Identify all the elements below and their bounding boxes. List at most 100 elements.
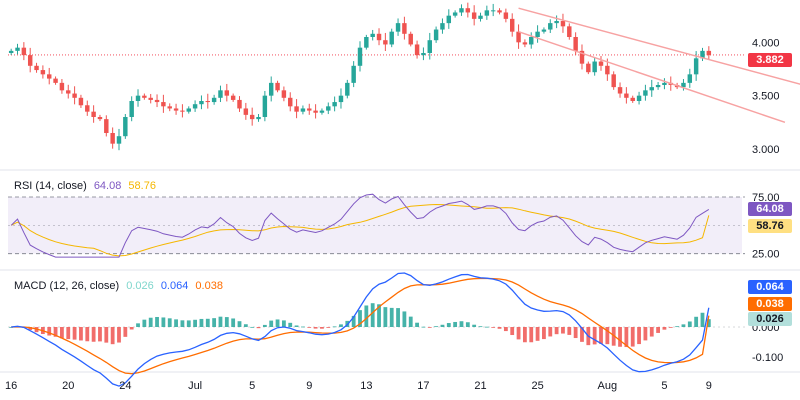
candle-body xyxy=(503,12,509,19)
time-tick-label: Aug xyxy=(598,380,618,392)
price-tick-label: 3.500 xyxy=(752,91,780,103)
candle-body xyxy=(573,37,578,51)
candle-body xyxy=(687,74,693,83)
time-tick-label: 13 xyxy=(360,380,372,392)
candle-body xyxy=(332,102,337,107)
candle-body xyxy=(110,133,115,144)
candle-body xyxy=(370,33,375,37)
candle-body xyxy=(237,99,242,109)
time-tick-label: 20 xyxy=(62,380,74,392)
time-tick-label: Jul xyxy=(188,380,202,392)
macd-histogram-bar xyxy=(256,327,261,329)
candle-body xyxy=(427,40,432,53)
candle-body xyxy=(116,136,122,144)
rsi-ma-line xyxy=(10,203,710,257)
macd-histogram-bar xyxy=(212,318,217,327)
macd-histogram-bar xyxy=(630,327,635,347)
macd-legend[interactable]: MACD (12, 26, close) 0.026 0.064 0.038 xyxy=(14,280,227,292)
rsi-level-label: 25.00 xyxy=(752,249,780,261)
macd-histogram-bar xyxy=(446,323,451,327)
candle-body xyxy=(180,110,185,112)
macd-histogram-bar xyxy=(465,322,470,327)
macd-histogram-bar xyxy=(548,327,553,337)
candle-body xyxy=(91,111,96,117)
candle-body xyxy=(224,90,230,96)
macd-value: 0.064 xyxy=(160,280,189,292)
candle-body xyxy=(662,82,667,85)
time-tick-label: 9 xyxy=(306,380,312,392)
macd-histogram-bar xyxy=(288,322,293,327)
macd-histogram-bar xyxy=(383,307,388,327)
macd-histogram-bar xyxy=(529,327,534,343)
macd-histogram-bar xyxy=(281,320,286,327)
candle-body xyxy=(624,93,629,98)
macd-histogram-bar xyxy=(637,327,641,345)
macd-histogram-bar xyxy=(339,324,343,327)
macd-histogram-bar xyxy=(649,327,654,337)
macd-hist-value: 0.026 xyxy=(126,280,154,292)
candle-body xyxy=(681,82,686,88)
macd-badge: 0.064 xyxy=(748,280,792,294)
candle-body xyxy=(522,42,528,45)
candle-body xyxy=(414,44,420,56)
candle-body xyxy=(47,74,52,79)
macd-histogram-bar xyxy=(503,327,508,332)
time-tick-label: 21 xyxy=(474,380,486,392)
candle-body xyxy=(123,117,128,137)
macd-histogram-bar xyxy=(167,318,172,327)
macd-histogram-bar xyxy=(561,327,565,334)
macd-histogram-bar xyxy=(332,326,337,328)
macd-histogram-bar xyxy=(535,327,540,341)
macd-tick-label: -0.100 xyxy=(752,352,783,364)
macd-histogram-bar xyxy=(611,327,616,346)
macd-histogram-bar xyxy=(472,324,477,327)
candle-body xyxy=(268,82,274,96)
candle-body xyxy=(649,87,654,91)
macd-histogram-bar xyxy=(66,327,71,340)
candle-body xyxy=(376,33,382,41)
macd-histogram-bar xyxy=(592,327,597,345)
macd-histogram-bar xyxy=(294,325,299,327)
rsi-legend[interactable]: RSI (14, close) 64.08 58.76 xyxy=(14,180,160,192)
macd-histogram-bar xyxy=(161,317,166,327)
macd-histogram-bar xyxy=(60,327,64,339)
candle-body xyxy=(605,65,610,75)
candle-body xyxy=(611,74,616,88)
candle-body xyxy=(186,108,191,112)
macd-histogram-bar xyxy=(643,327,648,341)
macd-histogram-bar xyxy=(599,327,603,344)
candle-body xyxy=(497,10,502,13)
macd-histogram-bar xyxy=(554,327,559,335)
macd-histogram-bar xyxy=(205,318,210,327)
candle-body xyxy=(630,97,635,101)
macd-histogram-bar xyxy=(117,327,121,343)
macd-histogram-bar xyxy=(129,327,134,330)
macd-histogram-bar xyxy=(440,324,445,327)
candle-body xyxy=(516,31,521,43)
candle-body xyxy=(554,21,559,24)
candle-body xyxy=(402,23,407,34)
candle-body xyxy=(395,23,401,32)
candle-body xyxy=(66,90,71,94)
macd-histogram-bar xyxy=(98,327,102,342)
macd-histogram-bar xyxy=(402,311,407,327)
channel-trendline xyxy=(518,7,800,85)
macd-histogram-bar xyxy=(351,315,356,327)
macd-histogram-bar xyxy=(262,324,267,327)
macd-histogram-bar xyxy=(694,316,699,327)
candle-body xyxy=(326,106,331,111)
candle-body xyxy=(351,65,356,83)
macd-histogram-bar xyxy=(320,327,324,329)
macd-histogram-bar xyxy=(136,323,140,327)
rsi-level-label: 75.00 xyxy=(752,192,780,204)
candle-body xyxy=(97,117,103,120)
price-badge: 3.882 xyxy=(748,53,792,67)
macd-histogram-bar xyxy=(243,324,248,327)
candle-body xyxy=(104,119,109,133)
macd-histogram-bar xyxy=(224,317,229,327)
macd-histogram-bar xyxy=(434,326,439,328)
candle-body xyxy=(243,108,249,115)
macd-histogram-bar xyxy=(675,326,680,328)
candle-body xyxy=(173,108,179,111)
